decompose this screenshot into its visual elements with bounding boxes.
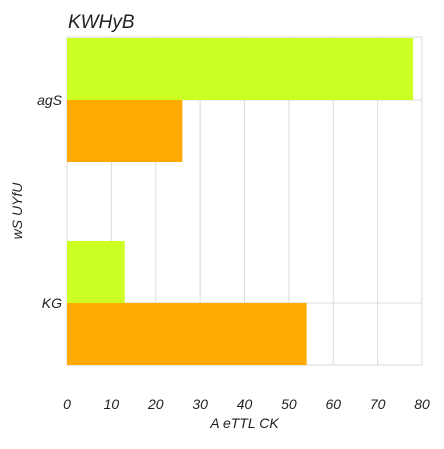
x-tick-label: 40	[237, 396, 253, 412]
x-axis-label: A eTTL CK	[209, 415, 279, 431]
y-tick-label: KG	[42, 295, 62, 311]
x-tick-label: 80	[414, 396, 430, 412]
x-tick-label: 60	[325, 396, 341, 412]
chart-title: KWHyB	[68, 12, 135, 33]
bar-1-series-1	[67, 303, 307, 365]
bar-0-series-0	[67, 38, 414, 100]
x-tick-label: 70	[370, 396, 386, 412]
x-tick-label: 10	[104, 396, 120, 412]
y-tick-labels: agS KG	[37, 92, 63, 311]
y-axis-label: wS UYfU	[9, 182, 25, 240]
x-tick-label: 0	[63, 396, 71, 412]
x-tick-label: 20	[147, 396, 164, 412]
x-tick-label: 50	[281, 396, 297, 412]
x-tick-label: 30	[192, 396, 208, 412]
y-tick-label: agS	[37, 92, 63, 108]
bars	[67, 38, 414, 365]
bar-0-series-1	[67, 100, 183, 162]
x-tick-labels: 0 10 20 30 40 50 60 70 80	[63, 396, 430, 412]
bar-1-series-0	[67, 241, 125, 303]
